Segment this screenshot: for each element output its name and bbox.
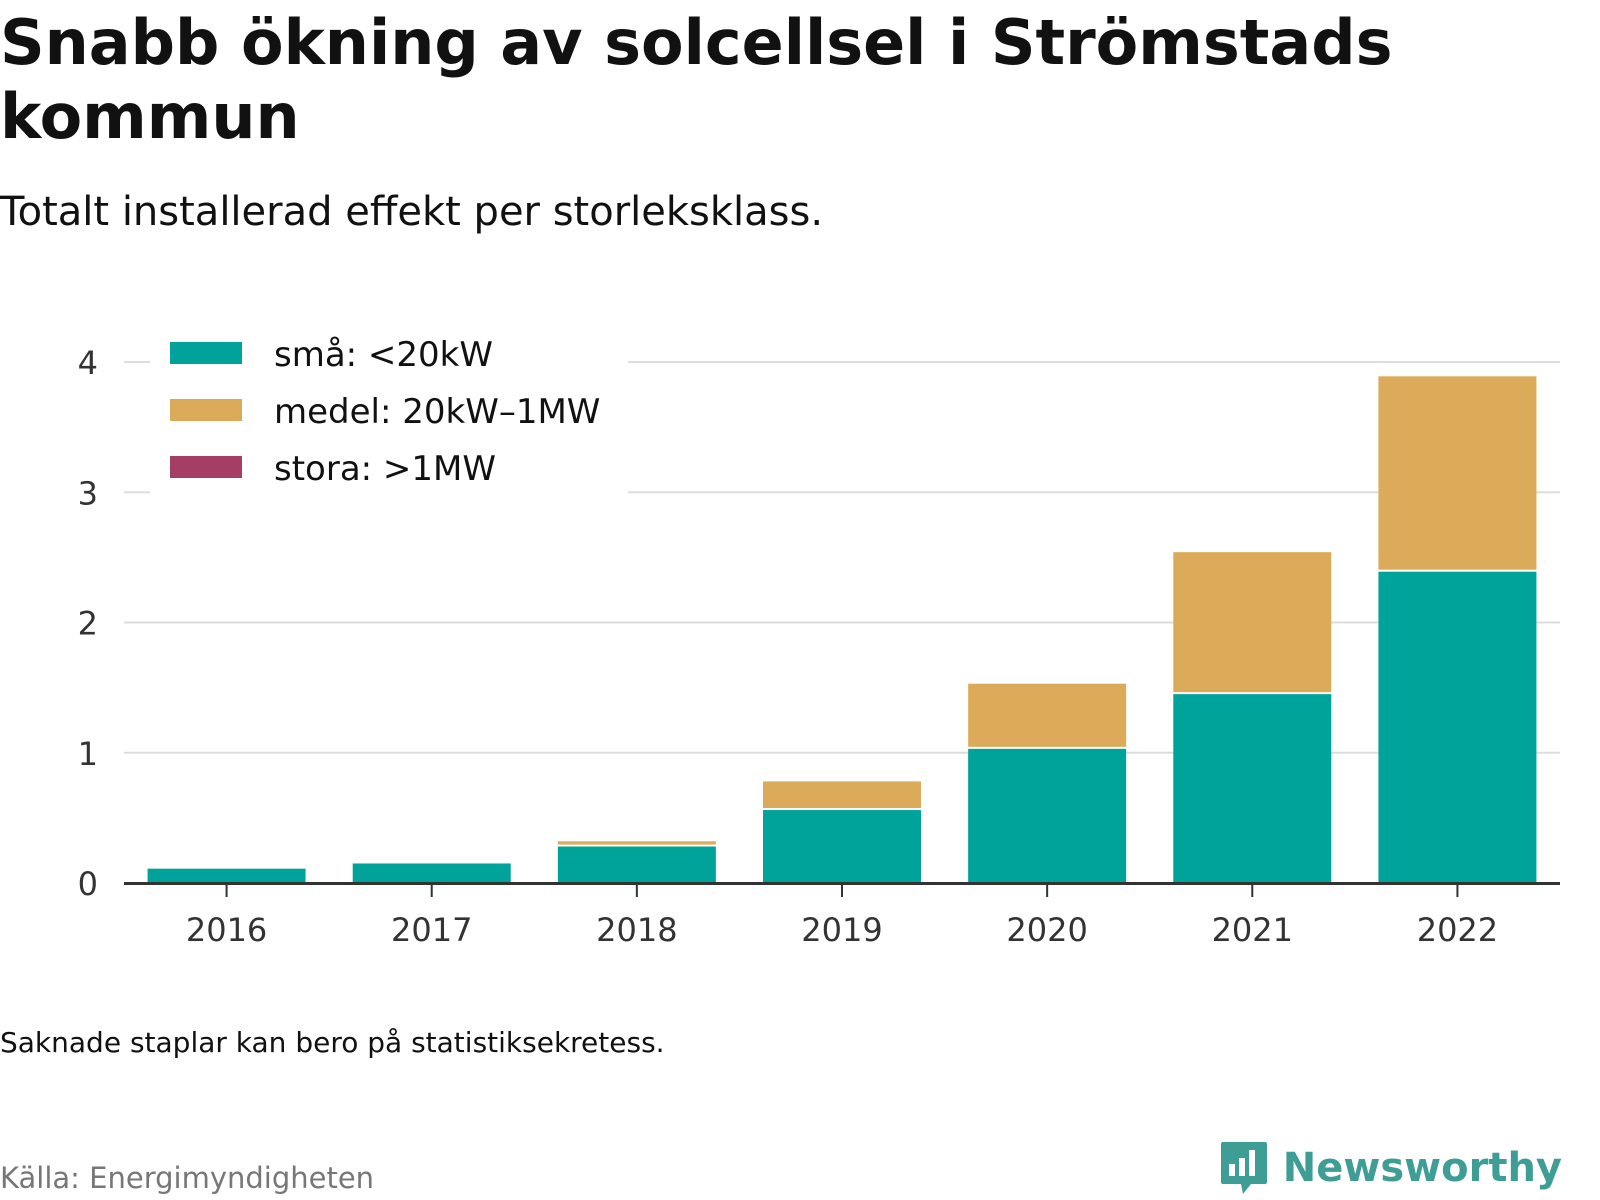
footnote: Saknade staplar kan bero på statistiksek… — [0, 1026, 665, 1059]
x-tick-label: 2017 — [391, 911, 472, 949]
bar-segment — [352, 863, 511, 883]
bar-segment — [1173, 552, 1332, 693]
bar-segment — [968, 683, 1127, 747]
y-tick-label: 1 — [78, 735, 98, 773]
bar-segment — [1173, 694, 1332, 883]
stacked-bar-chart: 0 1 2 3 4 2016 2017 2018 2019 2020 2021 2022 små: … — [78, 328, 1560, 949]
source-credit: Källa: Energimyndigheten — [0, 1161, 375, 1195]
x-tick-label: 2021 — [1212, 911, 1293, 949]
bar-segment — [557, 841, 716, 845]
x-axis-ticks — [225, 885, 1459, 897]
chart-title: Snabb ökning av solcellsel i Strömstads … — [0, 6, 1393, 153]
bar-segment — [1378, 376, 1537, 570]
x-tick-label: 2019 — [801, 911, 882, 949]
x-axis-tick-labels: 2016 2017 2018 2019 2020 2021 2022 — [186, 911, 1498, 949]
y-tick-label: 0 — [78, 865, 98, 903]
legend-swatch — [170, 456, 242, 478]
legend-label: små: <20kW — [274, 335, 493, 375]
x-tick-label: 2016 — [186, 911, 267, 949]
legend-swatch — [170, 342, 242, 364]
x-tick-label: 2022 — [1417, 911, 1498, 949]
x-tick-label: 2020 — [1006, 911, 1087, 949]
legend-label: medel: 20kW–1MW — [274, 392, 600, 432]
y-tick-label: 2 — [78, 605, 98, 643]
brand-logo: Newsworthy — [1219, 1140, 1562, 1196]
x-tick-label: 2018 — [596, 911, 677, 949]
bar-segment — [1378, 571, 1537, 883]
bar-segment — [968, 748, 1127, 883]
bars — [147, 376, 1537, 883]
legend-label: stora: >1MW — [274, 449, 496, 489]
bar-segment — [763, 810, 921, 883]
legend-swatch — [170, 399, 242, 421]
newsworthy-logo-icon — [1220, 1142, 1267, 1194]
y-tick-label: 4 — [78, 344, 98, 382]
brand-name: Newsworthy — [1282, 1145, 1562, 1191]
chart-subtitle: Totalt installerad effekt per storlekskl… — [0, 189, 824, 235]
legend: små: <20kW medel: 20kW–1MW stora: >1MW — [150, 328, 628, 502]
bar-segment — [557, 846, 716, 883]
y-axis-tick-labels: 0 1 2 3 4 — [78, 344, 98, 903]
bar-segment — [147, 868, 306, 883]
y-tick-label: 3 — [78, 474, 98, 512]
bar-segment — [763, 781, 921, 809]
